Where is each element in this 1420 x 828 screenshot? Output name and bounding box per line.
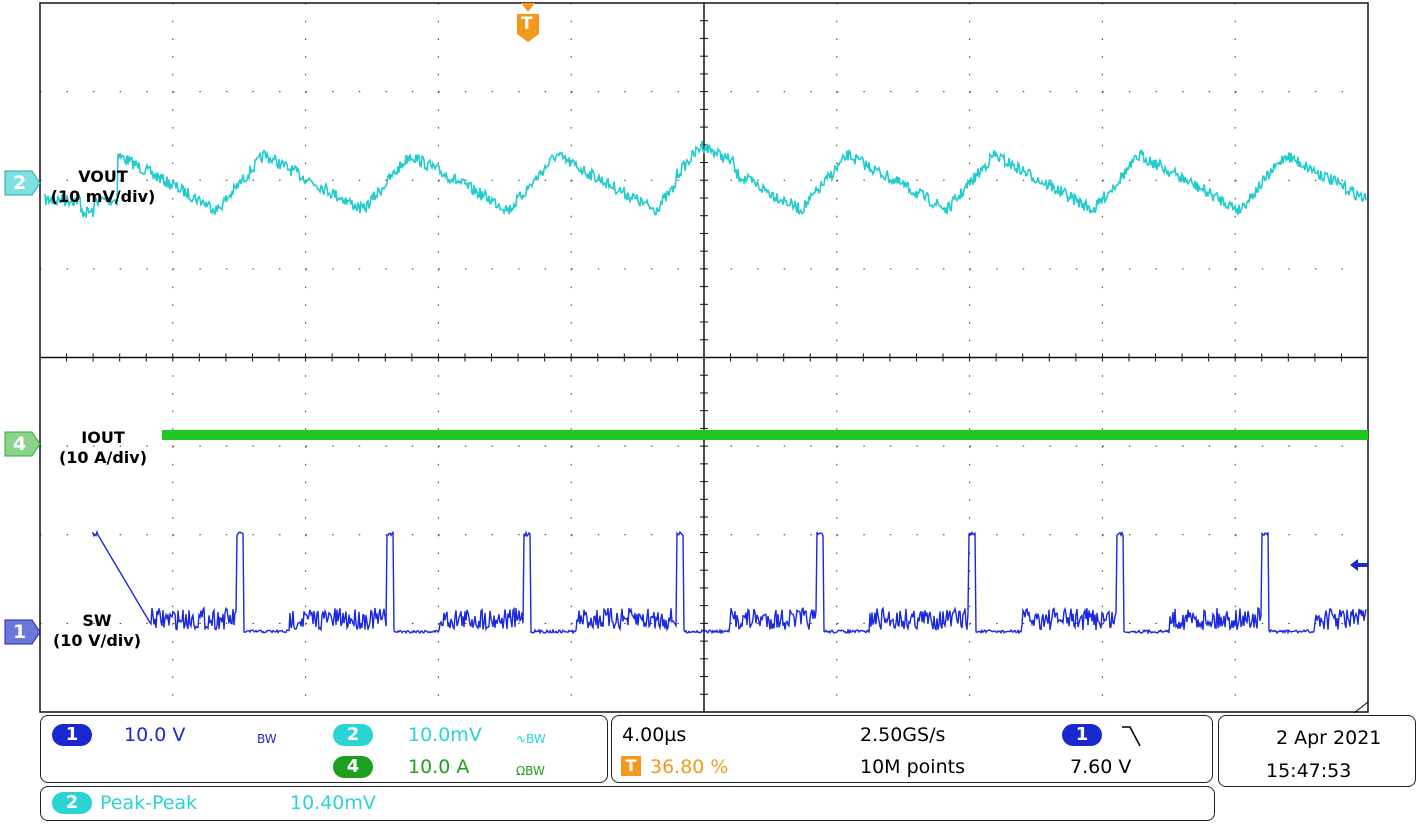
- ch4-flags: ΩBW: [516, 764, 545, 778]
- ch4-badge: 4: [333, 756, 373, 778]
- channel-name: IOUT: [81, 428, 125, 447]
- channel-label: IOUT (10 A/div): [43, 428, 163, 468]
- trigger-icon: T: [621, 756, 641, 776]
- time: 15:47:53: [1266, 760, 1352, 782]
- horizontal-panel: [611, 715, 1213, 783]
- ch1-marker-label: 1: [13, 621, 27, 643]
- timebase: 4.00µs: [622, 724, 687, 746]
- trigger-pointer: [521, 3, 535, 12]
- channel-label: SW (10 V/div): [37, 611, 157, 651]
- graticule: [39, 2, 1369, 713]
- ch2-scale: 10.0mV: [408, 724, 482, 746]
- waveforms: [44, 140, 1368, 635]
- date: 2 Apr 2021: [1276, 727, 1382, 749]
- trigger-level-arrow: [1350, 559, 1368, 571]
- measurement-panel: [40, 786, 1215, 821]
- channel-scale: (10 A/div): [58, 448, 148, 467]
- ch4-scale: 10.0 A: [408, 756, 470, 778]
- ch2-marker: [4, 170, 41, 196]
- trigger-source: 1: [1062, 724, 1102, 746]
- channel-label: VOUT (10 mV/div): [43, 167, 163, 207]
- ch2-marker-label: 2: [13, 172, 27, 194]
- vout-trace: [44, 140, 1367, 220]
- trigger-level: 7.60 V: [1070, 756, 1132, 778]
- datetime-panel: [1218, 715, 1416, 787]
- trigger-slope-icon: [1122, 726, 1141, 747]
- ch1-badge: 1: [52, 724, 92, 746]
- channel-scale: (10 V/div): [52, 631, 142, 650]
- vertical-panel: [40, 715, 608, 783]
- trigger-marker: [517, 14, 539, 42]
- sw-trace: [91, 529, 1367, 635]
- iout-trace: [162, 430, 1368, 440]
- channel-name: VOUT: [78, 167, 128, 186]
- ch1-scale: 10.0 V: [124, 724, 186, 746]
- ch4-marker: [4, 431, 41, 457]
- ch1-flags: BW: [257, 732, 277, 746]
- channel-name: SW: [82, 611, 112, 630]
- ch1-marker: [4, 619, 41, 645]
- measurement-channel: 2: [52, 792, 92, 814]
- ch4-marker-label: 4: [13, 433, 27, 455]
- ch2-badge: 2: [333, 724, 373, 746]
- channel-scale: (10 mV/div): [50, 187, 156, 206]
- trigger-marker-label: T: [521, 14, 533, 34]
- measurement-name: Peak-Peak: [100, 792, 198, 814]
- ch2-flags: ∿BW: [516, 732, 546, 746]
- record-length: 10M points: [860, 756, 965, 778]
- measurement-value: 10.40mV: [290, 792, 376, 814]
- sample-rate: 2.50GS/s: [860, 724, 946, 746]
- corner-tick: [1353, 701, 1369, 714]
- trigger-position: 36.80 %: [650, 756, 729, 778]
